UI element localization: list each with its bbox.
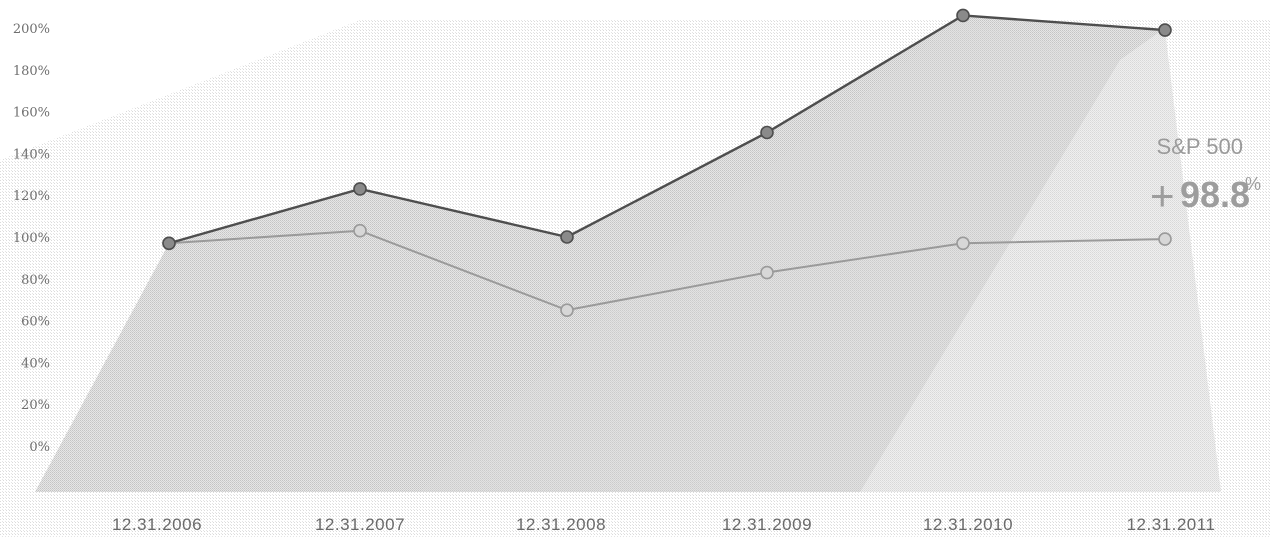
y-tick-label: 180% (13, 64, 50, 79)
data-point (760, 125, 774, 140)
sp500-callout: S&P 500 + 98.8 % (1150, 134, 1261, 219)
data-point (560, 303, 574, 317)
callout-value: 98.8 (1180, 174, 1250, 215)
callout-sign: + (1150, 172, 1175, 219)
area-fill (35, 15, 1221, 493)
x-tick-label: 12.31.2010 (923, 515, 1013, 534)
y-tick-label: 40% (21, 356, 50, 371)
data-point (956, 8, 970, 23)
callout-series-label: S&P 500 (1157, 134, 1243, 159)
data-point (560, 230, 574, 244)
x-tick-label: 12.31.2006 (112, 515, 202, 534)
data-point (956, 236, 970, 251)
x-axis: 12.31.2006 12.31.2007 12.31.2008 12.31.2009… (112, 515, 1215, 534)
x-tick-label: 12.31.2011 (1127, 515, 1216, 534)
data-point (353, 182, 367, 196)
data-point (162, 236, 176, 251)
y-tick-label: 160% (13, 106, 50, 121)
data-point (760, 265, 774, 280)
x-tick-label: 12.31.2008 (516, 515, 606, 534)
x-tick-label: 12.31.2009 (722, 515, 812, 534)
background-shading (0, 15, 1271, 537)
y-tick-label: 140% (13, 147, 50, 162)
series-line (168, 14, 1166, 245)
series-sp500 (162, 223, 1172, 317)
y-tick-label: 100% (13, 231, 50, 246)
series-portfolio (162, 8, 1172, 251)
y-tick-label: 20% (21, 398, 50, 413)
y-tick-label: 60% (21, 315, 50, 330)
callout-unit: % (1245, 174, 1261, 194)
series-line (168, 229, 1166, 312)
area-band-darker (420, 20, 1120, 492)
y-tick-label: 200% (13, 22, 50, 37)
y-tick-label: 120% (13, 189, 50, 204)
data-point (353, 223, 367, 238)
data-point (1158, 232, 1172, 246)
data-point (1158, 23, 1172, 37)
x-tick-label: 12.31.2007 (315, 515, 405, 534)
y-tick-label: 80% (21, 273, 50, 288)
y-tick-label: 0% (29, 440, 50, 455)
y-axis: 0% 20% 40% 60% 80% 100% 120% 140% 160% 180% 200% (13, 22, 50, 455)
series-layer (162, 8, 1172, 317)
area-band-light (860, 28, 1221, 492)
